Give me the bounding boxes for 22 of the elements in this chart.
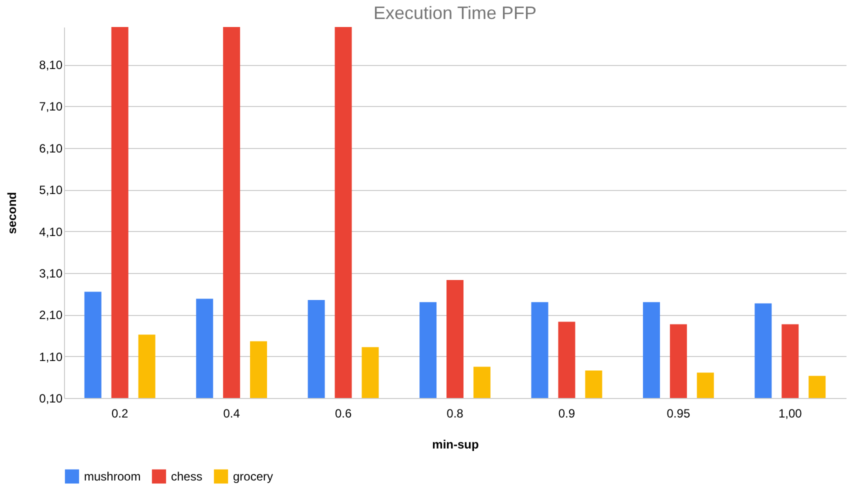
legend-label: grocery (233, 469, 274, 484)
x-tick-label: 0.2 (112, 406, 129, 420)
x-tick-label: 0.95 (666, 406, 690, 420)
x-tick-label: 0.8 (446, 406, 464, 420)
x-tick-label: 0.6 (334, 406, 352, 420)
y-tick-label: 8,10 (39, 58, 63, 72)
x-tick-label: 0.9 (558, 406, 576, 420)
legend-label: mushroom (84, 469, 141, 484)
x-axis-title: min-sup (432, 438, 479, 452)
y-tick-label: 2,10 (39, 308, 63, 322)
x-tick-label: 1,00 (778, 406, 802, 420)
y-tick-label: 3,10 (39, 266, 63, 280)
x-tick-label: 0.4 (223, 406, 240, 420)
y-tick-label: 7,10 (39, 100, 63, 114)
chart-title: Execution Time PFP (373, 3, 537, 23)
legend-label: chess (171, 469, 202, 484)
y-tick-label: 6,10 (39, 141, 63, 156)
y-tick-label: 1,10 (39, 350, 63, 364)
y-axis-title: second (5, 192, 20, 234)
y-tick-label: 4,10 (39, 224, 63, 239)
y-tick-label: 0,10 (39, 392, 63, 406)
y-tick-label: 5,10 (39, 183, 63, 198)
